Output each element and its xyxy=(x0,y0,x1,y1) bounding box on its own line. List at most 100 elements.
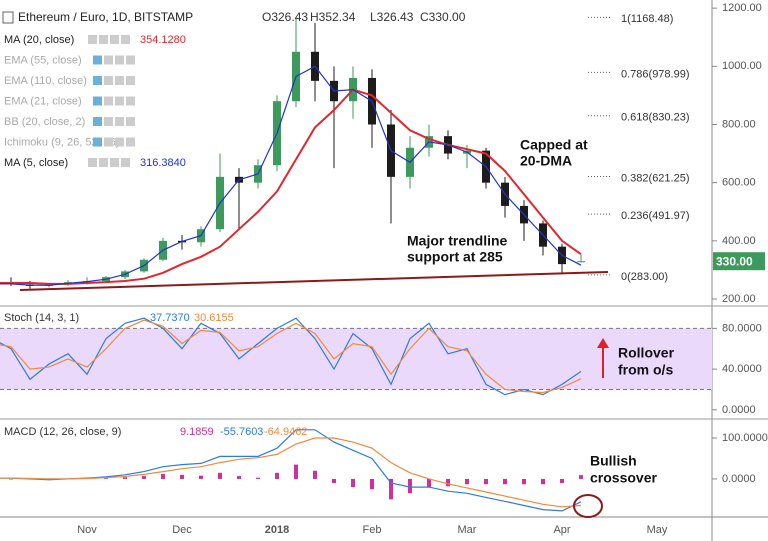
fib-label: 0(283.00) xyxy=(621,271,668,283)
annotation: from o/s xyxy=(618,362,673,378)
histogram-bar xyxy=(237,476,241,479)
histogram-bar xyxy=(522,478,526,485)
x-tick-label: Mar xyxy=(458,524,477,536)
annotation: Major trendline xyxy=(407,233,508,249)
y-tick-label: 600.00 xyxy=(722,177,756,189)
legend-icon xyxy=(121,35,130,44)
ohlc-open: O326.43 xyxy=(262,10,308,24)
y-tick-label: 1000.00 xyxy=(722,60,762,72)
trendline xyxy=(19,271,609,291)
legend-icon xyxy=(110,158,119,167)
fib-label: 0.382(621.25) xyxy=(621,172,690,184)
histogram-bar xyxy=(142,476,146,479)
histogram-bar xyxy=(218,472,222,479)
series-line xyxy=(0,65,582,286)
histogram-bar xyxy=(541,478,545,485)
indicator-value: 354.1280 xyxy=(140,34,186,46)
annotation: Rollover xyxy=(618,345,675,361)
histogram-bar xyxy=(332,478,336,484)
ohlc-low: L326.43 xyxy=(370,10,414,24)
indicator-legend: EMA (110, close) xyxy=(4,75,87,87)
histogram-bar xyxy=(484,478,488,485)
crossover-circle xyxy=(573,494,603,518)
y-tick-label: 80.0000 xyxy=(722,322,762,334)
legend-icon xyxy=(121,158,130,167)
legend-icon xyxy=(126,117,135,126)
indicator-legend: Ichimoku (9, 26, 52, 26) xyxy=(4,136,120,148)
legend-value: -55.7603 xyxy=(220,426,263,438)
last-price-label: 330.00 xyxy=(716,254,753,268)
histogram-bar xyxy=(123,477,127,479)
y-tick-label: 0.0000 xyxy=(722,473,756,485)
indicator-legend: EMA (21, close) xyxy=(4,95,82,107)
legend-icon xyxy=(93,137,102,147)
series-line xyxy=(0,437,582,508)
x-tick-label: Nov xyxy=(77,524,97,536)
series-line xyxy=(0,88,582,285)
x-tick-label: Dec xyxy=(172,524,192,536)
histogram-bar xyxy=(294,464,298,479)
indicator-legend: MA (5, close) xyxy=(4,157,68,169)
legend-icon xyxy=(88,158,97,167)
histogram-bar xyxy=(427,478,431,488)
legend-icon xyxy=(126,76,135,85)
band-fill xyxy=(0,328,712,390)
ohlc-close: C330.00 xyxy=(420,10,466,24)
y-tick-label: 400.00 xyxy=(722,235,756,247)
histogram-bar xyxy=(9,478,13,480)
annotation: 20-DMA xyxy=(520,153,572,169)
legend-value: 37.7370 xyxy=(150,312,190,324)
legend-icon xyxy=(115,76,124,85)
histogram-bar xyxy=(199,475,203,479)
histogram-bar xyxy=(560,478,564,484)
histogram-bar xyxy=(370,478,374,490)
legend-icon xyxy=(115,137,124,147)
histogram-bar xyxy=(180,474,184,479)
y-tick-label: 40.0000 xyxy=(722,363,762,375)
legend-icon xyxy=(99,158,108,167)
histogram-bar xyxy=(408,478,412,494)
x-tick-label: May xyxy=(647,524,668,536)
panel-title: MACD (12, 26, close, 9) xyxy=(4,426,121,438)
legend-icon xyxy=(88,35,97,44)
indicator-legend: EMA (55, close) xyxy=(4,54,82,66)
legend-icon xyxy=(104,76,113,85)
arrow-head xyxy=(597,338,609,348)
x-tick-label: 2018 xyxy=(265,524,289,536)
histogram-bar xyxy=(351,478,355,488)
histogram-bar xyxy=(579,475,583,479)
y-tick-label: 800.00 xyxy=(722,118,756,130)
legend-icon xyxy=(104,117,113,126)
legend-value: -64.9462 xyxy=(264,426,307,438)
histogram-bar xyxy=(446,478,450,487)
legend-icon xyxy=(104,96,113,106)
histogram-bar xyxy=(256,477,260,479)
legend-icon xyxy=(126,137,135,147)
y-tick-label: 1200.00 xyxy=(722,2,762,14)
candle-body xyxy=(577,261,585,263)
annotation: crossover xyxy=(590,470,657,486)
ohlc-high: H352.34 xyxy=(310,10,356,24)
legend-value: 30.6155 xyxy=(194,312,234,324)
legend-icon xyxy=(104,137,113,147)
histogram-bar xyxy=(503,478,507,485)
legend-icon xyxy=(93,117,102,126)
histogram-bar xyxy=(313,470,317,479)
histogram-bar xyxy=(389,478,393,500)
legend-icon xyxy=(126,55,135,65)
fib-label: 1(1168.48) xyxy=(621,13,673,25)
histogram-bar xyxy=(465,478,469,485)
histogram-bar xyxy=(275,472,279,479)
x-tick-label: Feb xyxy=(363,524,382,536)
y-tick-label: 200.00 xyxy=(722,293,756,305)
legend-icon xyxy=(93,96,102,106)
legend-icon xyxy=(93,76,102,85)
annotation: support at 285 xyxy=(407,249,503,265)
series-line xyxy=(0,319,582,394)
legend-icon xyxy=(104,55,113,65)
panel-title: Stoch (14, 3, 1) xyxy=(4,312,79,324)
legend-icon xyxy=(93,55,102,65)
legend-icon xyxy=(115,117,124,126)
histogram-bar xyxy=(161,474,165,479)
